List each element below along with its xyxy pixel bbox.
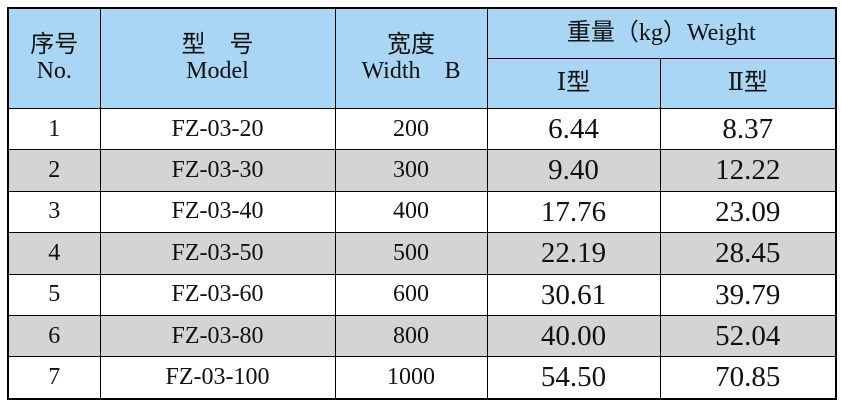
header-cell: 序号 No. (7, 7, 101, 109)
data-cell: 800 (334, 314, 488, 358)
data-cell: 17.76 (486, 190, 661, 234)
data-row: 7 FZ-03-100 1000 54.50 70.85 (7, 356, 837, 400)
data-cell: 3 (7, 190, 101, 234)
data-row: 2 FZ-03-30 300 9.40 12.22 (7, 149, 837, 192)
data-cell: FZ-03-80 (99, 314, 336, 358)
data-row: 3 FZ-03-40 400 17.76 23.09 (7, 190, 837, 234)
table-body: 序号 No. 型 号 Model 宽度 Width B 重量（kg）Weight Ⅰ型… (7, 7, 837, 400)
header-cell: 型 号 Model (99, 7, 336, 109)
data-cell: 52.04 (659, 314, 837, 358)
data-row: 1 FZ-03-20 200 6.44 8.37 (7, 107, 837, 151)
data-cell: 500 (334, 232, 488, 275)
data-cell: 300 (334, 149, 488, 192)
data-cell: 9.40 (486, 149, 661, 192)
data-cell: 2 (7, 149, 101, 192)
data-cell: 6.44 (486, 107, 661, 151)
data-cell: 1 (7, 107, 101, 151)
data-cell: 23.09 (659, 190, 837, 234)
data-cell: FZ-03-60 (99, 273, 336, 316)
data-cell: 400 (334, 190, 488, 234)
data-cell: 5 (7, 273, 101, 316)
data-cell: 4 (7, 232, 101, 275)
data-cell: 70.85 (659, 356, 837, 400)
weight-table: 序号 No. 型 号 Model 宽度 Width B 重量（kg）Weight Ⅰ型… (7, 7, 837, 400)
data-cell: 200 (334, 107, 488, 151)
data-cell: 39.79 (659, 273, 837, 316)
header-en: Width B (361, 57, 461, 84)
header-en: Model (186, 57, 249, 84)
header-cell: 重量（kg）Weight (486, 7, 837, 59)
data-cell: 7 (7, 356, 101, 400)
data-cell: 54.50 (486, 356, 661, 400)
data-cell: FZ-03-100 (99, 356, 336, 400)
data-cell: 6 (7, 314, 101, 358)
data-row: 4 FZ-03-50 500 22.19 28.45 (7, 232, 837, 275)
header-cell: Ⅱ型 (659, 58, 837, 109)
data-cell: 1000 (334, 356, 488, 400)
header-row: Ⅰ型 Ⅱ型 (8, 58, 837, 109)
data-row: 5 FZ-03-60 600 30.61 39.79 (7, 273, 837, 316)
header-zh: 序号 (30, 32, 79, 59)
header-cell: 宽度 Width B (334, 7, 488, 109)
data-cell: FZ-03-20 (99, 107, 336, 151)
data-cell: 28.45 (659, 232, 837, 275)
data-cell: 8.37 (659, 107, 837, 151)
data-row: 6 FZ-03-80 800 40.00 52.04 (7, 314, 837, 358)
header-cell: Ⅰ型 (486, 58, 661, 109)
data-cell: 22.19 (486, 232, 661, 275)
data-cell: FZ-03-30 (99, 149, 336, 192)
data-cell: 40.00 (486, 314, 661, 358)
data-cell: 12.22 (659, 149, 837, 192)
header-row: 序号 No. 型 号 Model 宽度 Width B 重量（kg）Weight (7, 7, 837, 109)
data-cell: FZ-03-40 (99, 190, 336, 234)
data-cell: FZ-03-50 (99, 232, 336, 275)
header-zh: 型 号 (181, 32, 254, 59)
header-zh: 宽度 (387, 32, 435, 59)
header-en: No. (36, 57, 72, 84)
data-cell: 600 (334, 273, 488, 316)
data-cell: 30.61 (486, 273, 661, 316)
